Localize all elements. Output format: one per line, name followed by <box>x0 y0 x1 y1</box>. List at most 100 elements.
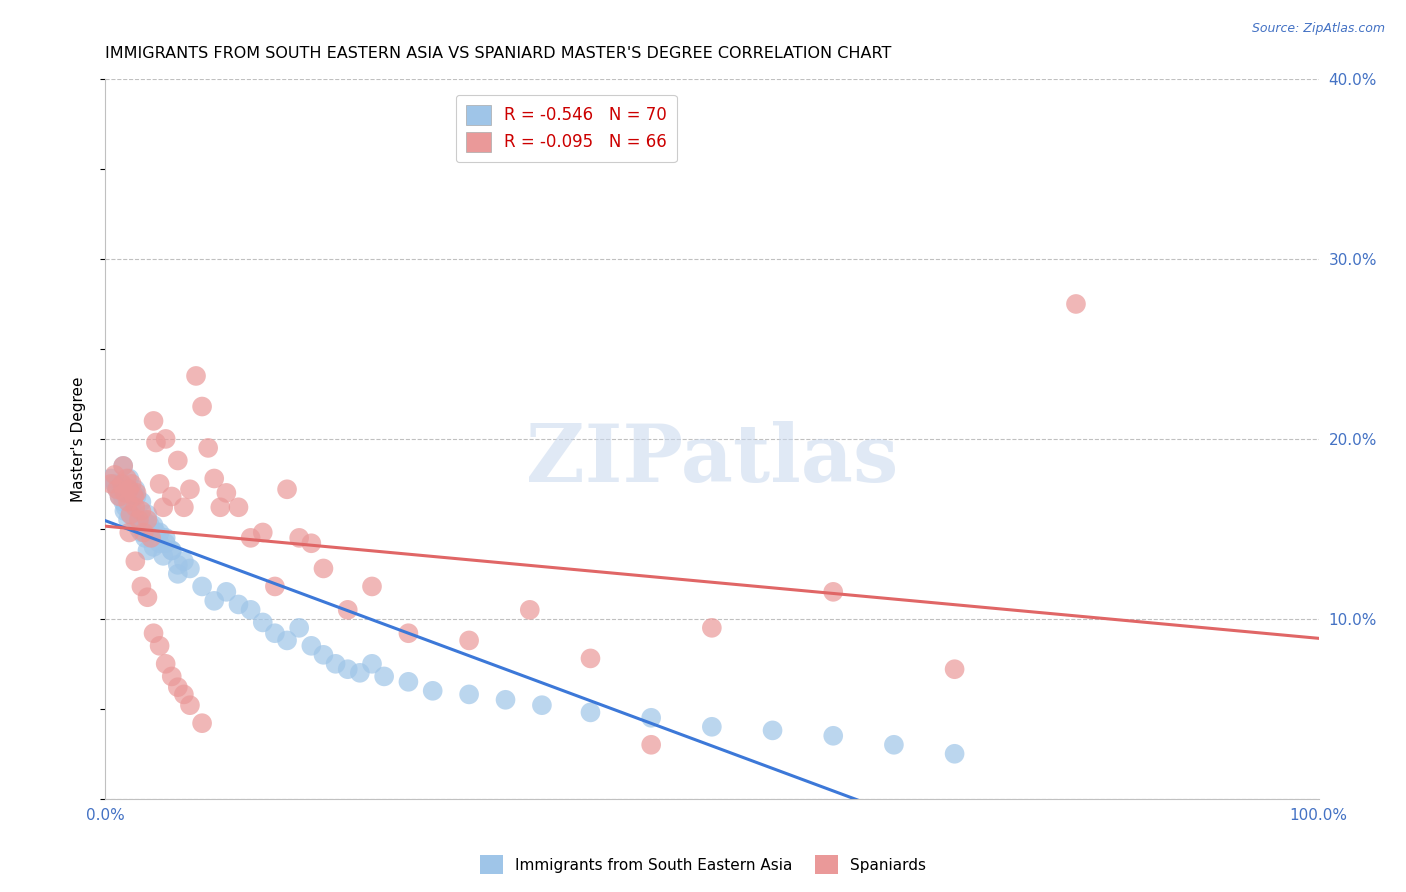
Point <box>155 536 177 550</box>
Point <box>139 518 162 533</box>
Point <box>458 687 481 701</box>
Point <box>579 651 602 665</box>
Point <box>145 525 167 540</box>
Point <box>373 669 395 683</box>
Point <box>349 665 371 680</box>
Point <box>131 525 153 540</box>
Point <box>1064 297 1087 311</box>
Point <box>228 500 250 515</box>
Point <box>136 508 159 522</box>
Point <box>179 483 201 497</box>
Point <box>142 540 165 554</box>
Point <box>202 594 225 608</box>
Point <box>361 579 384 593</box>
Point <box>128 522 150 536</box>
Point <box>361 657 384 671</box>
Point <box>191 716 214 731</box>
Point <box>422 683 444 698</box>
Point <box>152 549 174 563</box>
Point <box>155 657 177 671</box>
Point <box>136 543 159 558</box>
Point <box>152 500 174 515</box>
Point <box>112 458 135 473</box>
Point <box>288 621 311 635</box>
Point <box>155 432 177 446</box>
Point <box>700 621 723 635</box>
Point <box>124 513 146 527</box>
Point <box>110 486 132 500</box>
Point <box>215 486 238 500</box>
Point <box>118 483 141 497</box>
Point <box>299 536 322 550</box>
Point <box>134 531 156 545</box>
Point <box>118 483 141 497</box>
Point <box>112 486 135 500</box>
Point <box>264 626 287 640</box>
Point <box>191 400 214 414</box>
Point <box>131 504 153 518</box>
Point <box>495 693 517 707</box>
Point <box>111 476 134 491</box>
Point <box>117 495 139 509</box>
Point <box>149 476 172 491</box>
Point <box>100 471 122 485</box>
Point <box>131 495 153 509</box>
Point <box>121 476 143 491</box>
Point <box>112 504 135 518</box>
Point <box>108 490 131 504</box>
Point <box>112 458 135 473</box>
Point <box>166 453 188 467</box>
Point <box>640 738 662 752</box>
Point <box>125 490 148 504</box>
Point <box>239 603 262 617</box>
Point <box>115 490 138 504</box>
Point <box>823 729 845 743</box>
Point <box>132 513 155 527</box>
Point <box>458 633 481 648</box>
Point <box>125 486 148 500</box>
Point <box>519 603 541 617</box>
Point <box>530 698 553 713</box>
Point <box>252 615 274 630</box>
Legend: Immigrants from South Eastern Asia, Spaniards: Immigrants from South Eastern Asia, Span… <box>474 849 932 880</box>
Point <box>122 486 145 500</box>
Point <box>761 723 783 738</box>
Point <box>142 414 165 428</box>
Point <box>191 579 214 593</box>
Point <box>202 471 225 485</box>
Point <box>336 603 359 617</box>
Point <box>142 626 165 640</box>
Point <box>132 525 155 540</box>
Text: Source: ZipAtlas.com: Source: ZipAtlas.com <box>1251 22 1385 36</box>
Point <box>122 490 145 504</box>
Point <box>136 591 159 605</box>
Point <box>179 561 201 575</box>
Point <box>160 543 183 558</box>
Point <box>105 483 128 497</box>
Point <box>120 508 142 522</box>
Point <box>117 513 139 527</box>
Point <box>142 518 165 533</box>
Point <box>209 500 232 515</box>
Point <box>155 531 177 545</box>
Point <box>288 531 311 545</box>
Point <box>139 531 162 545</box>
Text: IMMIGRANTS FROM SOUTH EASTERN ASIA VS SPANIARD MASTER'S DEGREE CORRELATION CHART: IMMIGRANTS FROM SOUTH EASTERN ASIA VS SP… <box>105 46 891 62</box>
Point <box>179 698 201 713</box>
Point <box>396 626 419 640</box>
Point <box>166 680 188 694</box>
Legend: R = -0.546   N = 70, R = -0.095   N = 66: R = -0.546 N = 70, R = -0.095 N = 66 <box>456 95 676 162</box>
Point <box>100 476 122 491</box>
Point <box>173 687 195 701</box>
Point <box>118 525 141 540</box>
Point <box>184 368 207 383</box>
Point <box>823 585 845 599</box>
Point <box>160 669 183 683</box>
Point <box>299 639 322 653</box>
Point <box>579 706 602 720</box>
Point <box>128 513 150 527</box>
Point <box>166 566 188 581</box>
Point <box>124 483 146 497</box>
Point <box>104 476 127 491</box>
Point <box>215 585 238 599</box>
